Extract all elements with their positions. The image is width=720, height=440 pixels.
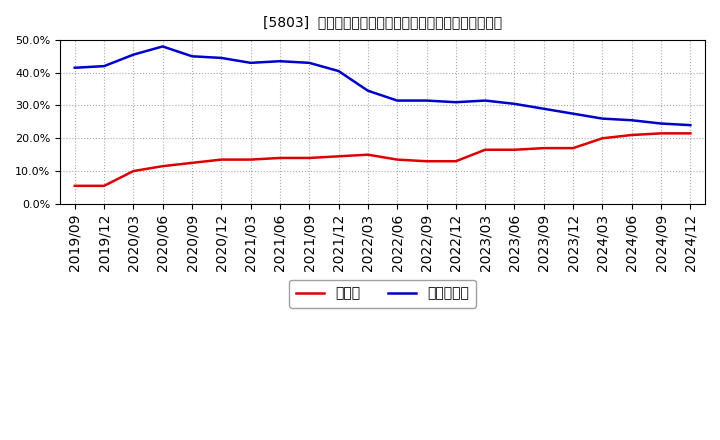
有利子負債 (422, 98, 431, 103)
有利子負債 (276, 59, 284, 64)
現頴金 (598, 136, 607, 141)
現頴金 (71, 183, 79, 188)
有利子負債 (129, 52, 138, 57)
現頴金 (422, 158, 431, 164)
現頴金 (481, 147, 490, 152)
有利子負債 (539, 106, 548, 111)
有利子負債 (598, 116, 607, 121)
有利子負債 (451, 99, 460, 105)
有利子負債 (393, 98, 402, 103)
Line: 有利子負債: 有利子負債 (75, 47, 690, 125)
現頴金 (100, 183, 109, 188)
Title: [5803]  現頴金、有利子負債の総資産に対する比率の推移: [5803] 現頴金、有利子負債の総資産に対する比率の推移 (263, 15, 502, 29)
有利子負債 (217, 55, 225, 61)
現頴金 (393, 157, 402, 162)
現頴金 (129, 169, 138, 174)
有利子負債 (188, 54, 197, 59)
現頴金 (276, 155, 284, 161)
有利子負債 (305, 60, 314, 66)
有利子負債 (686, 122, 695, 128)
有利子負債 (627, 117, 636, 123)
有利子負債 (246, 60, 255, 66)
現頴金 (305, 155, 314, 161)
現頴金 (364, 152, 372, 158)
有利子負債 (569, 111, 577, 116)
有利子負債 (158, 44, 167, 49)
有利子負債 (657, 121, 665, 126)
Legend: 現頴金, 有利子負債: 現頴金, 有利子負債 (289, 280, 476, 308)
現頴金 (217, 157, 225, 162)
有利子負債 (364, 88, 372, 93)
現頴金 (158, 164, 167, 169)
有利子負債 (334, 68, 343, 73)
有利子負債 (510, 101, 519, 106)
現頴金 (246, 157, 255, 162)
現頴金 (627, 132, 636, 138)
有利子負債 (71, 65, 79, 70)
現頴金 (334, 154, 343, 159)
現頴金 (569, 146, 577, 151)
現頴金 (539, 146, 548, 151)
有利子負債 (100, 63, 109, 69)
現頴金 (510, 147, 519, 152)
現頴金 (686, 131, 695, 136)
現頴金 (188, 160, 197, 165)
Line: 現頴金: 現頴金 (75, 133, 690, 186)
現頴金 (451, 158, 460, 164)
有利子負債 (481, 98, 490, 103)
現頴金 (657, 131, 665, 136)
